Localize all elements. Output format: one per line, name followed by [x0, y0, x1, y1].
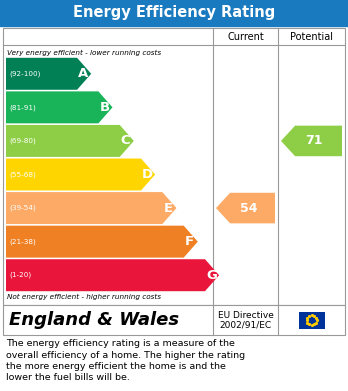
Text: F: F	[185, 235, 194, 248]
Text: C: C	[121, 135, 130, 147]
Polygon shape	[6, 91, 112, 123]
Polygon shape	[6, 125, 134, 157]
Polygon shape	[6, 226, 198, 258]
Text: 2002/91/EC: 2002/91/EC	[220, 321, 271, 330]
Text: (81-91): (81-91)	[9, 104, 36, 111]
Text: E: E	[163, 202, 173, 215]
Text: (92-100): (92-100)	[9, 70, 40, 77]
Text: (39-54): (39-54)	[9, 205, 36, 211]
Text: (55-68): (55-68)	[9, 171, 36, 178]
Text: (69-80): (69-80)	[9, 138, 36, 144]
Text: Potential: Potential	[290, 32, 333, 41]
Text: 71: 71	[306, 135, 323, 147]
Text: The energy efficiency rating is a measure of the: The energy efficiency rating is a measur…	[6, 339, 235, 348]
Bar	[3, 28, 345, 305]
Polygon shape	[216, 193, 275, 223]
Bar	[299, 312, 324, 328]
Text: Current: Current	[227, 32, 264, 41]
Text: EU Directive: EU Directive	[218, 312, 274, 321]
Text: (1-20): (1-20)	[9, 272, 31, 278]
Polygon shape	[6, 58, 91, 90]
Polygon shape	[6, 192, 176, 224]
Text: Very energy efficient - lower running costs: Very energy efficient - lower running co…	[7, 50, 161, 56]
Bar	[3, 305, 345, 335]
Polygon shape	[6, 259, 219, 291]
Bar	[0, 0, 348, 26]
Polygon shape	[281, 126, 342, 156]
Text: D: D	[142, 168, 153, 181]
Text: overall efficiency of a home. The higher the rating: overall efficiency of a home. The higher…	[6, 350, 245, 359]
Text: 54: 54	[239, 202, 257, 215]
Text: B: B	[100, 101, 110, 114]
Polygon shape	[6, 158, 155, 190]
Text: (21-38): (21-38)	[9, 239, 36, 245]
Text: A: A	[78, 67, 88, 80]
Text: G: G	[206, 269, 217, 282]
Text: England & Wales: England & Wales	[9, 311, 179, 329]
Text: the more energy efficient the home is and the: the more energy efficient the home is an…	[6, 362, 226, 371]
Text: lower the fuel bills will be.: lower the fuel bills will be.	[6, 373, 130, 382]
Text: Not energy efficient - higher running costs: Not energy efficient - higher running co…	[7, 294, 161, 300]
Text: Energy Efficiency Rating: Energy Efficiency Rating	[73, 5, 275, 20]
